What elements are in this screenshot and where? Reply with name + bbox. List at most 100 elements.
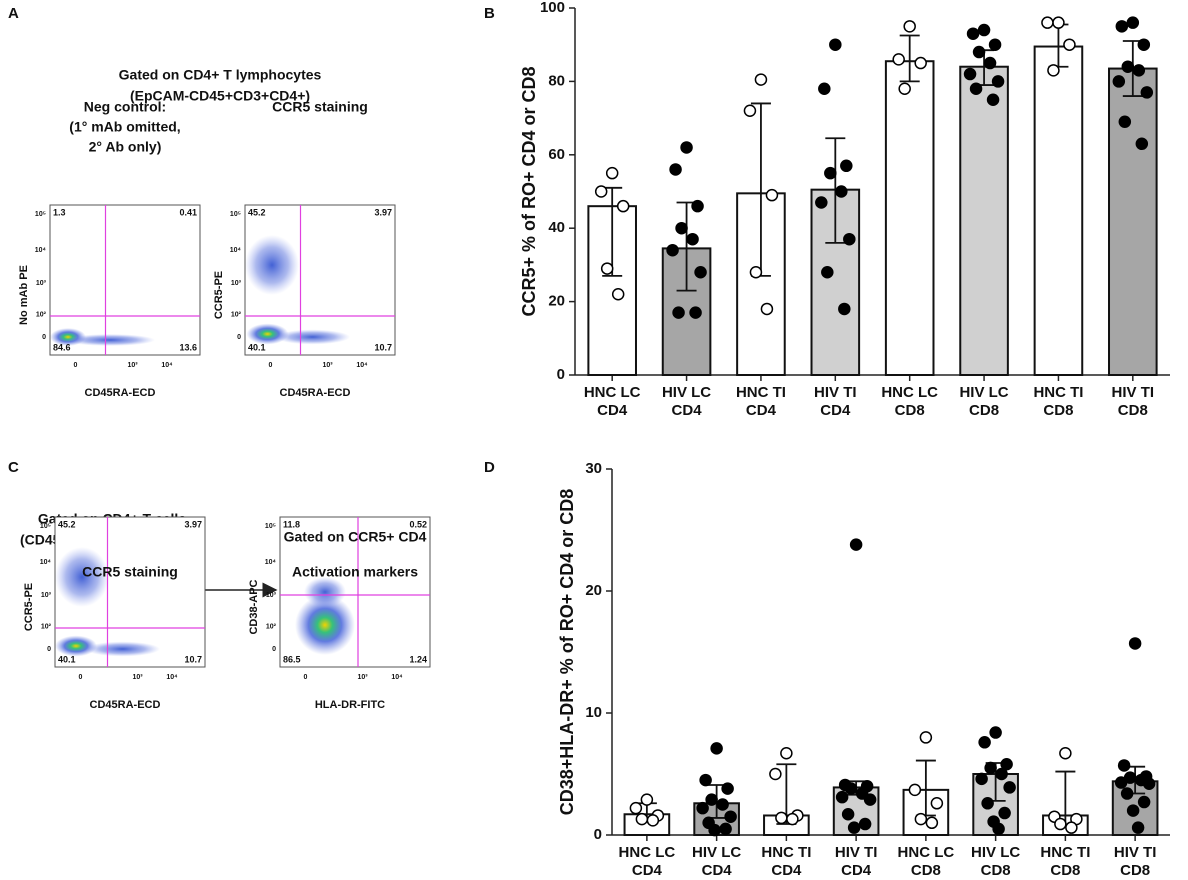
data-point — [898, 82, 911, 95]
y-tick-label: 20 — [585, 582, 602, 599]
event-density — [85, 641, 160, 657]
data-point — [669, 163, 682, 176]
data-point — [983, 56, 997, 70]
y-tick-label: 60 — [548, 146, 565, 163]
flow-x-tick: 0 — [74, 362, 78, 369]
data-point — [966, 27, 980, 40]
flow-plot-title: 2° Ab only) — [89, 139, 162, 155]
data-point — [1128, 637, 1142, 650]
x-tick-label: HNC LC — [584, 384, 641, 401]
bar — [884, 60, 935, 377]
data-point — [780, 747, 793, 760]
x-tick-label: HNC TI — [736, 384, 786, 401]
flow-y-label: CCR5-PE — [213, 271, 225, 319]
x-tick-label: CD4 — [841, 862, 872, 879]
data-point — [1115, 20, 1129, 33]
flow-y-tick: 10⁴ — [35, 247, 47, 254]
event-density — [55, 635, 97, 657]
x-tick-label: HIV LC — [959, 384, 1008, 401]
data-point — [691, 199, 704, 213]
data-point — [914, 56, 927, 70]
data-point — [914, 812, 928, 826]
data-point — [629, 801, 643, 815]
data-point — [708, 823, 721, 837]
flow-y-tick: 0 — [47, 646, 51, 653]
flow-x-label: CD45RA-ECD — [90, 699, 161, 711]
data-point — [1126, 804, 1140, 817]
bar — [959, 65, 1009, 376]
data-point — [1065, 821, 1078, 834]
data-point — [986, 93, 1000, 106]
data-point — [786, 812, 799, 826]
data-point — [616, 199, 630, 213]
y-tick-label: 40 — [548, 219, 565, 236]
flow-plot-title: Neg control: — [84, 99, 166, 115]
flow-y-tick: 10² — [231, 311, 242, 318]
flow-y-tick: 0 — [237, 334, 241, 341]
quadrant-percent: 40.1 — [248, 342, 266, 352]
data-point — [1137, 38, 1151, 51]
x-tick-label: HIV TI — [1112, 384, 1155, 401]
data-point — [689, 306, 702, 319]
data-point — [818, 82, 831, 95]
flow-y-tick: 0 — [42, 334, 46, 341]
quadrant-percent: 1.3 — [53, 207, 66, 217]
flow-y-tick: 10⁵ — [230, 211, 241, 218]
x-tick-label: CD4 — [771, 862, 802, 879]
data-point — [824, 166, 837, 180]
data-point — [724, 810, 737, 823]
data-point — [594, 185, 608, 198]
quadrant-percent: 84.6 — [53, 342, 71, 352]
data-point — [719, 822, 732, 836]
flow-x-tick: 0 — [269, 362, 273, 369]
y-tick-label: 0 — [594, 826, 602, 843]
x-tick-label: HIV LC — [692, 844, 741, 861]
x-tick-label: HNC LC — [898, 844, 955, 861]
flow-x-label: HLA-DR-FITC — [315, 699, 385, 711]
data-point — [1142, 777, 1156, 791]
flow-y-tick: 0 — [272, 646, 276, 653]
data-point — [1117, 759, 1131, 772]
flow-x-tick: 10⁴ — [356, 362, 368, 369]
data-point — [716, 798, 729, 811]
data-point — [988, 38, 1002, 51]
quadrant-percent: 0.52 — [409, 519, 427, 529]
data-point — [977, 23, 991, 37]
data-point — [925, 816, 939, 830]
data-point — [686, 232, 699, 246]
data-point — [1059, 747, 1072, 760]
flow-y-tick: 10² — [36, 311, 47, 318]
flow-y-label: No mAb PE — [18, 265, 30, 325]
data-point — [705, 793, 718, 806]
quadrant-percent: 40.1 — [58, 654, 76, 664]
data-point — [991, 75, 1005, 88]
data-point — [835, 185, 848, 198]
data-point — [972, 45, 986, 59]
bar — [1108, 67, 1158, 377]
panel-label: A — [8, 5, 19, 22]
x-tick-label: CD4 — [702, 862, 733, 879]
x-tick-label: CD8 — [1050, 862, 1080, 879]
data-point — [635, 812, 649, 826]
x-tick-label: CD8 — [981, 862, 1011, 879]
x-tick-label: HNC LC — [881, 384, 938, 401]
data-point — [721, 782, 734, 795]
data-point — [844, 782, 858, 795]
flow-x-tick: 10⁴ — [166, 674, 178, 681]
data-point — [1132, 64, 1146, 77]
event-density — [55, 547, 109, 607]
data-point — [1114, 776, 1128, 789]
error-bar — [899, 34, 920, 83]
x-tick-label: CD8 — [1043, 402, 1073, 419]
data-point — [680, 141, 693, 154]
event-density — [275, 329, 350, 345]
data-point — [1000, 757, 1013, 771]
x-tick-label: CD4 — [746, 402, 777, 419]
data-point — [1054, 817, 1067, 831]
quadrant-percent: 11.8 — [283, 519, 300, 529]
data-point — [1041, 16, 1054, 29]
flow-x-tick: 10⁴ — [161, 362, 173, 369]
x-tick-label: HIV LC — [662, 384, 711, 401]
quadrant-percent: 1.24 — [409, 654, 427, 664]
